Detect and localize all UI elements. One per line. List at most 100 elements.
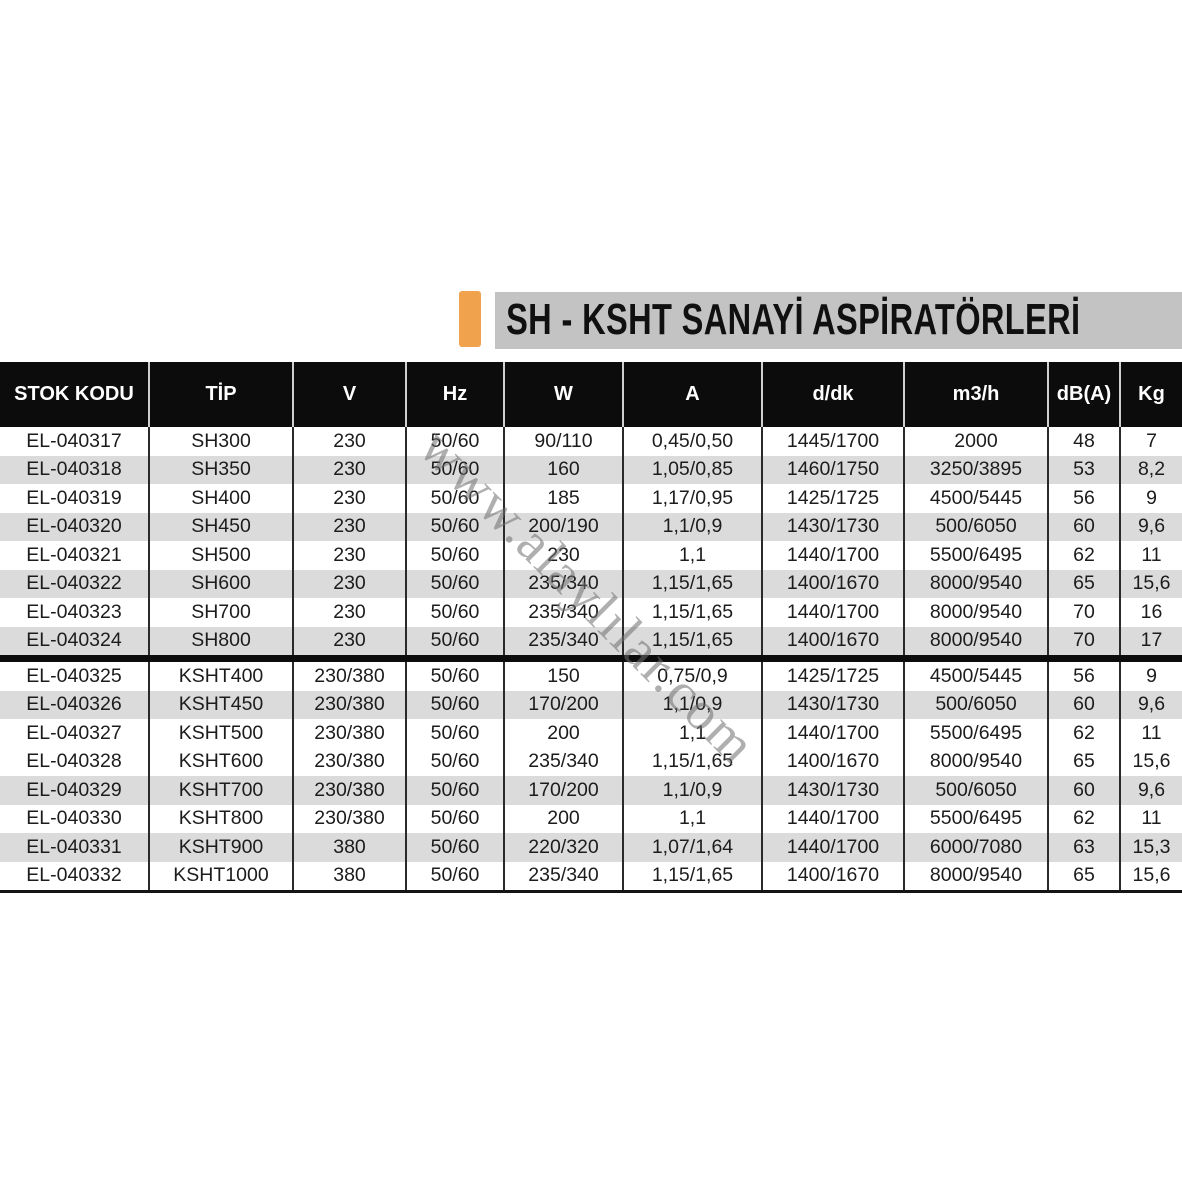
table-cell: EL-040319 (26, 486, 122, 509)
table-row: EL-040317 SH300 230 50/60 90/110 0,45/0,50 144… (0, 427, 1182, 456)
table-cell: 235/340 (503, 861, 622, 890)
table-cell: 235/340 (503, 569, 622, 598)
table-cell: 1425/1725 (761, 484, 903, 513)
table-cell: KSHT1000 (148, 861, 292, 890)
table-cell: 170/200 (503, 690, 622, 719)
table-section-1: EL-040317 SH300 230 50/60 90/110 0,45/0,50 144… (0, 427, 1182, 655)
table-cell: 500/6050 (903, 512, 1047, 541)
table-cell: 70 (1047, 598, 1119, 627)
table-cell: 230/380 (292, 776, 405, 805)
table-cell: 230/380 (292, 747, 405, 776)
table-cell: 1440/1700 (761, 541, 903, 570)
table-cell: 1430/1730 (761, 776, 903, 805)
table-cell: 1,15/1,65 (622, 747, 761, 776)
table-cell: 380 (292, 861, 405, 890)
table-cell: KSHT700 (148, 776, 292, 805)
table-cell: SH400 (148, 484, 292, 513)
table-cell: 48 (1047, 427, 1119, 456)
table-row: EL-040320 SH450 230 50/60 200/190 1,1/0,9 1430… (0, 512, 1182, 541)
table-cell: 50/60 (405, 833, 503, 862)
table-cell: 1,1/0,9 (622, 690, 761, 719)
table-cell: 63 (1047, 833, 1119, 862)
table-cell: 1440/1700 (761, 719, 903, 748)
table-cell: 5500/6495 (903, 719, 1047, 748)
table-cell: 230/380 (292, 690, 405, 719)
table-cell: 11 (1119, 541, 1182, 570)
table-cell: 50/60 (405, 427, 503, 456)
table-section-2: EL-040325 KSHT400 230/380 50/60 150 0,75/0,9 1… (0, 655, 1182, 890)
table-cell: 1440/1700 (761, 833, 903, 862)
table-cell: 500/6050 (903, 690, 1047, 719)
table-cell: 230 (503, 541, 622, 570)
table-cell: 53 (1047, 455, 1119, 484)
table-cell: EL-040331 (26, 835, 122, 858)
table-cell: EL-040332 (26, 864, 122, 887)
table-cell: 1425/1725 (761, 662, 903, 691)
table-cell: 235/340 (503, 598, 622, 627)
table-cell: 50/60 (405, 512, 503, 541)
table-cell: 60 (1047, 512, 1119, 541)
table-cell: 160 (503, 455, 622, 484)
table-cell: SH700 (148, 598, 292, 627)
table-row: EL-040323 SH700 230 50/60 235/340 1,15/1,65 14… (0, 598, 1182, 627)
table-cell: 1445/1700 (761, 427, 903, 456)
table-cell: 15,6 (1119, 861, 1182, 890)
table-cell: 1440/1700 (761, 598, 903, 627)
page-title: SH - KSHT SANAYİ ASPİRATÖRLERİ (506, 295, 1081, 344)
table-cell: EL-040324 (26, 629, 122, 652)
table-cell: 200 (503, 719, 622, 748)
table-cell: 9,6 (1119, 512, 1182, 541)
table-cell: 1,17/0,95 (622, 484, 761, 513)
table-cell: 50/60 (405, 455, 503, 484)
table-cell: 1,15/1,65 (622, 861, 761, 890)
table-cell: 62 (1047, 719, 1119, 748)
table-cell: 17 (1119, 626, 1182, 655)
table-row: EL-040327 KSHT500 230/380 50/60 200 1,1 1440/1… (0, 719, 1182, 748)
table-cell: 1400/1670 (761, 747, 903, 776)
table-cell: 50/60 (405, 662, 503, 691)
table-cell: EL-040327 (26, 721, 122, 744)
table-cell: EL-040330 (26, 807, 122, 830)
column-header: A (622, 362, 761, 427)
table-cell: 1,1 (622, 719, 761, 748)
table-cell: 8000/9540 (903, 626, 1047, 655)
table-cell: 50/60 (405, 776, 503, 805)
table-cell: 230/380 (292, 662, 405, 691)
table-cell: 235/340 (503, 747, 622, 776)
table-cell: 2000 (903, 427, 1047, 456)
table-cell: EL-040320 (26, 515, 122, 538)
table-row: EL-040329 KSHT700 230/380 50/60 170/200 1,1/0… (0, 776, 1182, 805)
table-cell: 8000/9540 (903, 598, 1047, 627)
table-cell: EL-040318 (26, 458, 122, 481)
table-cell: 4500/5445 (903, 662, 1047, 691)
column-header: STOK KODU (14, 383, 134, 405)
table-cell: 8000/9540 (903, 747, 1047, 776)
table-cell: 235/340 (503, 626, 622, 655)
table-row: EL-040330 KSHT800 230/380 50/60 200 1,1 1440/1… (0, 804, 1182, 833)
table-row: EL-040326 KSHT450 230/380 50/60 170/200 1,1/0… (0, 690, 1182, 719)
table-cell: 1,1/0,9 (622, 512, 761, 541)
table-cell: 1,1 (622, 804, 761, 833)
table-cell: 50/60 (405, 719, 503, 748)
table-cell: 8000/9540 (903, 569, 1047, 598)
table-cell: 9,6 (1119, 690, 1182, 719)
table-cell: 15,6 (1119, 747, 1182, 776)
table-cell: 1400/1670 (761, 626, 903, 655)
table-cell: 56 (1047, 484, 1119, 513)
table-cell: 8,2 (1119, 455, 1182, 484)
table-cell: EL-040322 (26, 572, 122, 595)
table-cell: 500/6050 (903, 776, 1047, 805)
table-cell: 1400/1670 (761, 569, 903, 598)
table-cell: 5500/6495 (903, 804, 1047, 833)
table-cell: 15,6 (1119, 569, 1182, 598)
table-row: EL-040328 KSHT600 230/380 50/60 235/340 1,15/… (0, 747, 1182, 776)
table-cell: 16 (1119, 598, 1182, 627)
table-cell: SH500 (148, 541, 292, 570)
table-cell: 70 (1047, 626, 1119, 655)
table-row: EL-040318 SH350 230 50/60 160 1,05/0,85 1460/1… (0, 455, 1182, 484)
table-row: EL-040332 KSHT1000 380 50/60 235/340 1,15/1,6… (0, 861, 1182, 890)
column-header: m3/h (903, 362, 1047, 427)
table-cell: 230 (292, 626, 405, 655)
table-cell: KSHT450 (148, 690, 292, 719)
